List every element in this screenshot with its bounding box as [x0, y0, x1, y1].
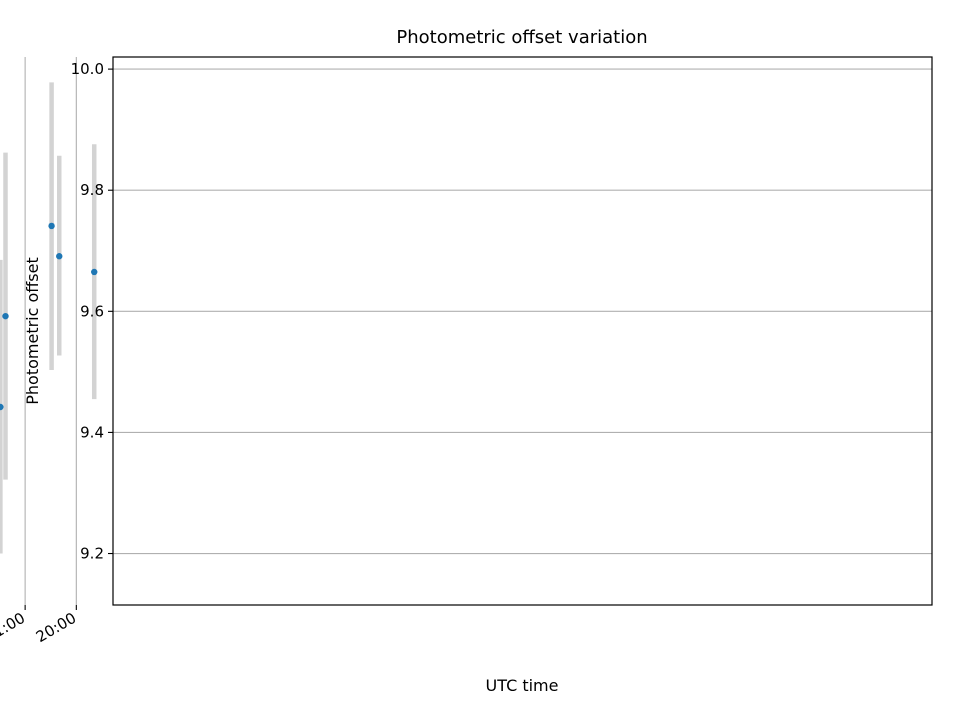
data-points [0, 222, 98, 411]
y-tick-label: 10.0 [71, 60, 104, 78]
y-tick-label: 9.2 [80, 545, 104, 563]
data-point [2, 312, 9, 320]
data-point [56, 253, 63, 260]
data-point [48, 222, 55, 230]
y-tick-label: 9.4 [80, 423, 104, 441]
y-axis-label: Photometric offset [23, 257, 42, 405]
y-tick-label: 9.8 [80, 181, 104, 199]
plot-area-frame [112, 56, 933, 606]
data-point [91, 268, 98, 276]
chart-title: Photometric offset variation [396, 27, 647, 48]
data-point [0, 403, 4, 411]
y-tick-label: 9.6 [80, 302, 104, 320]
grid [24, 57, 932, 605]
y-axis-ticks: 9.2 9.4 9.6 9.8 10.0 [71, 60, 113, 563]
x-axis-label: UTC time [486, 676, 559, 695]
